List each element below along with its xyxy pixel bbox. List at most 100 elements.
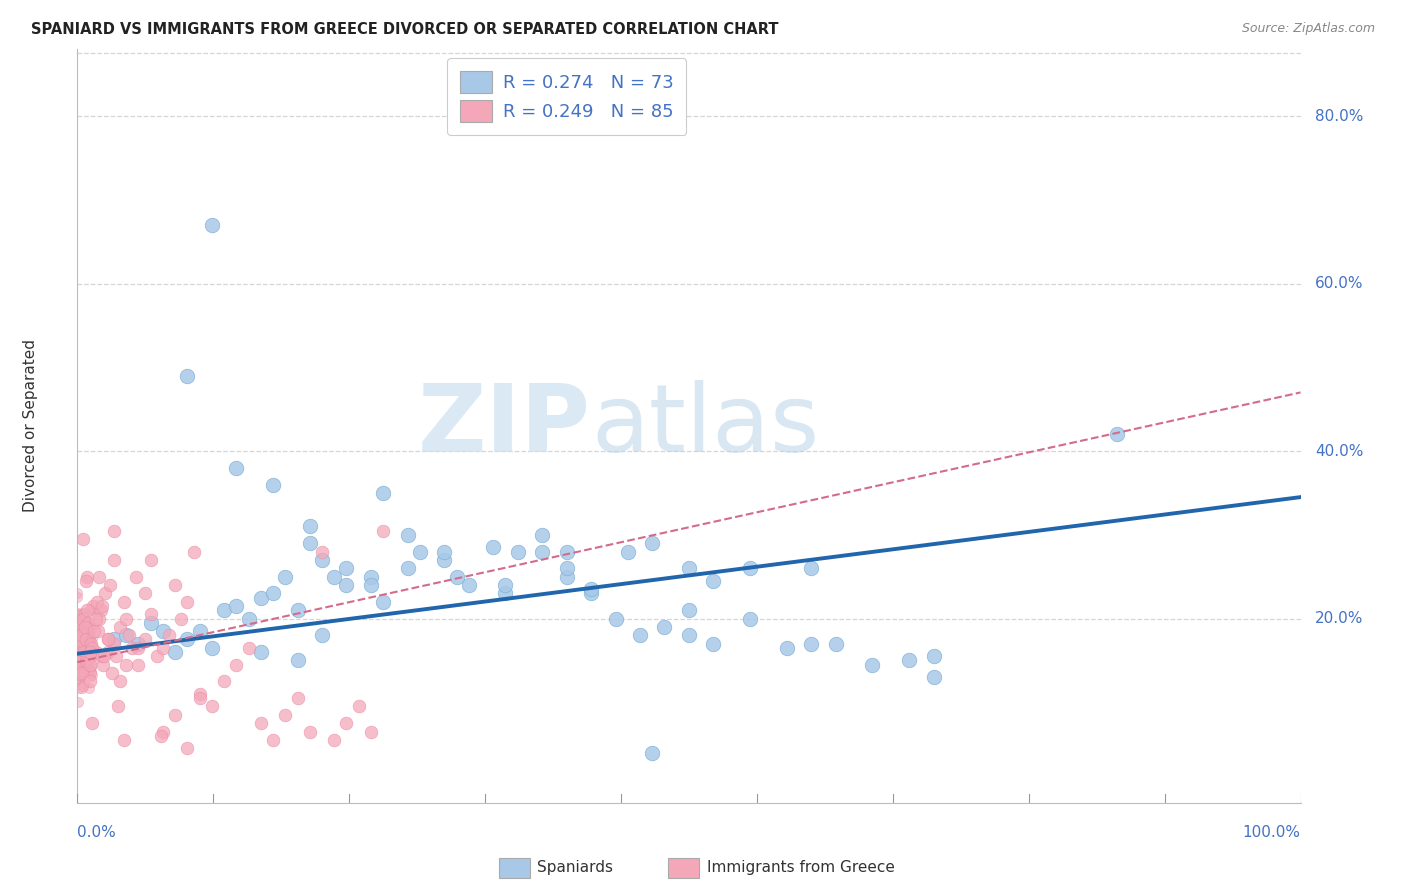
Point	[287, 691, 309, 706]
Point	[69, 616, 91, 631]
Point	[67, 663, 90, 677]
Point	[66, 627, 89, 641]
Point	[80, 624, 103, 638]
Point	[67, 673, 90, 688]
Point	[311, 544, 333, 558]
Point	[67, 638, 90, 652]
Point	[70, 657, 93, 671]
Point	[134, 586, 156, 600]
Point	[75, 659, 97, 673]
Text: 100.0%: 100.0%	[1243, 825, 1301, 840]
Point	[776, 640, 799, 655]
Point	[77, 615, 100, 630]
Text: 20.0%: 20.0%	[1315, 611, 1364, 626]
Point	[149, 729, 172, 743]
Text: 40.0%: 40.0%	[1315, 443, 1364, 458]
Point	[93, 649, 115, 664]
Point	[176, 632, 198, 647]
Point	[83, 649, 105, 664]
Text: Immigrants from Greece: Immigrants from Greece	[707, 860, 896, 874]
Point	[79, 645, 101, 659]
Text: Divorced or Separated: Divorced or Separated	[24, 340, 38, 512]
Point	[225, 657, 247, 672]
Point	[311, 553, 333, 567]
Point	[69, 667, 91, 681]
Point	[73, 647, 96, 661]
Text: SPANIARD VS IMMIGRANTS FROM GREECE DIVORCED OR SEPARATED CORRELATION CHART: SPANIARD VS IMMIGRANTS FROM GREECE DIVOR…	[31, 22, 779, 37]
Point	[79, 620, 101, 634]
Point	[69, 625, 91, 640]
Point	[75, 640, 97, 655]
Point	[70, 627, 93, 641]
Point	[76, 603, 98, 617]
Point	[73, 620, 96, 634]
Point	[75, 648, 97, 663]
Point	[112, 595, 135, 609]
Point	[250, 716, 273, 731]
Point	[75, 648, 97, 662]
Point	[83, 605, 105, 619]
Point	[531, 528, 554, 542]
Text: Spaniards: Spaniards	[537, 860, 613, 874]
Point	[67, 642, 90, 657]
Point	[75, 640, 97, 654]
Point	[80, 716, 103, 731]
Point	[225, 460, 247, 475]
Point	[77, 639, 100, 653]
Point	[69, 620, 91, 634]
Point	[69, 626, 91, 640]
Point	[66, 665, 89, 679]
Point	[77, 638, 100, 652]
Point	[702, 574, 724, 588]
Point	[75, 650, 97, 665]
Point	[69, 650, 91, 665]
Point	[72, 679, 94, 693]
Point	[127, 637, 149, 651]
Point	[90, 603, 112, 617]
Point	[75, 642, 97, 657]
Point	[108, 620, 131, 634]
Point	[70, 655, 93, 669]
Point	[82, 631, 104, 645]
Point	[75, 648, 97, 662]
Point	[79, 648, 101, 662]
Point	[79, 661, 101, 675]
Point	[75, 654, 97, 668]
Text: atlas: atlas	[591, 380, 820, 472]
Point	[70, 649, 93, 664]
Point	[69, 649, 91, 664]
Point	[1107, 427, 1129, 442]
Point	[152, 624, 174, 639]
Point	[67, 607, 90, 622]
Point	[70, 641, 93, 656]
Point	[75, 627, 97, 641]
Point	[79, 637, 101, 651]
Point	[70, 616, 93, 631]
Point	[70, 668, 93, 682]
Point	[97, 645, 120, 659]
Point	[76, 640, 98, 654]
Point	[69, 642, 91, 657]
Point	[72, 645, 94, 659]
Point	[69, 650, 91, 665]
Point	[79, 602, 101, 616]
Point	[678, 561, 700, 575]
Point	[69, 625, 91, 640]
Point	[69, 620, 91, 634]
Point	[335, 578, 357, 592]
Point	[97, 632, 120, 647]
Point	[66, 624, 89, 638]
Point	[188, 691, 211, 706]
Point	[82, 620, 104, 634]
Point	[69, 615, 91, 629]
Point	[80, 665, 103, 679]
Point	[80, 648, 103, 662]
Point	[67, 641, 90, 656]
Point	[139, 553, 162, 567]
Point	[183, 544, 205, 558]
Point	[176, 368, 198, 383]
Point	[83, 624, 105, 639]
Point	[82, 668, 104, 682]
Point	[73, 624, 96, 638]
Point	[75, 614, 97, 628]
